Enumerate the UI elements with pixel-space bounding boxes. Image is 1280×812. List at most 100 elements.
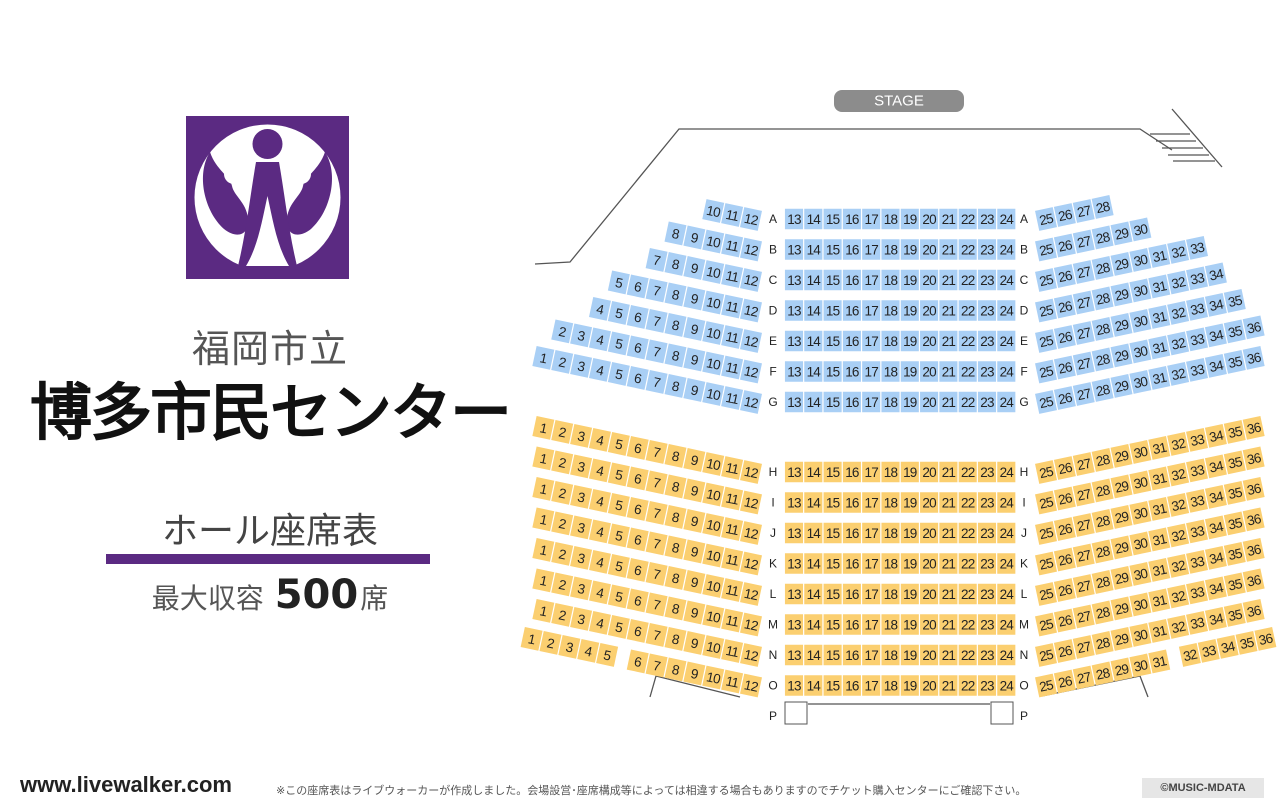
seat[interactable]: 13 (784, 583, 804, 605)
seat[interactable]: 32 (1167, 493, 1190, 517)
seat[interactable]: 29 (1110, 343, 1133, 368)
seat[interactable]: 1 (532, 476, 555, 501)
seat[interactable]: 5 (607, 584, 630, 609)
seat[interactable]: 12 (740, 207, 762, 231)
seat[interactable]: 12 (740, 490, 762, 515)
seat[interactable]: 28 (1091, 195, 1114, 219)
seat[interactable]: 32 (1178, 643, 1201, 667)
seat[interactable]: 25 (1035, 673, 1057, 698)
seat[interactable]: 30 (1129, 309, 1152, 333)
seat[interactable]: 16 (842, 239, 861, 260)
seat[interactable]: 29 (1110, 374, 1133, 398)
seat[interactable]: 28 (1091, 225, 1114, 250)
seat[interactable]: 31 (1148, 274, 1171, 299)
seat[interactable]: 10 (702, 351, 725, 376)
seat[interactable]: 17 (862, 361, 881, 382)
seat[interactable]: 29 (1110, 596, 1133, 621)
seat[interactable]: 16 (842, 361, 861, 382)
seat[interactable]: 28 (1091, 317, 1114, 341)
seat[interactable]: 18 (881, 239, 900, 260)
seat[interactable]: 23 (977, 461, 997, 483)
seat[interactable]: 13 (784, 208, 804, 230)
seat[interactable]: 19 (900, 208, 919, 230)
seat[interactable]: 10 (702, 199, 725, 223)
seat[interactable]: 23 (977, 330, 997, 352)
seat[interactable]: 31 (1148, 558, 1171, 582)
seat[interactable]: 24 (997, 391, 1016, 413)
seat[interactable]: 8 (664, 374, 687, 398)
seat[interactable]: 2 (551, 450, 574, 475)
seat[interactable]: 13 (784, 675, 804, 696)
seat[interactable]: 23 (977, 644, 997, 666)
seat[interactable]: 7 (645, 592, 668, 617)
seat[interactable]: 17 (862, 492, 881, 513)
seat[interactable]: 22 (958, 492, 977, 513)
seat[interactable]: 21 (939, 644, 958, 666)
seat[interactable]: 23 (977, 614, 997, 635)
seat[interactable]: 10 (702, 290, 725, 315)
seat[interactable]: 22 (958, 583, 977, 605)
seat[interactable]: 28 (1091, 378, 1114, 402)
seat[interactable]: 26 (1053, 325, 1076, 349)
seat[interactable]: 16 (842, 522, 861, 544)
seat[interactable]: 25 (1035, 390, 1057, 414)
seat[interactable]: 8 (664, 505, 687, 529)
seat[interactable]: 3 (570, 515, 593, 540)
seat[interactable]: 21 (939, 553, 958, 574)
seat[interactable]: 10 (702, 513, 725, 537)
seat[interactable]: 18 (881, 492, 900, 513)
seat[interactable]: 6 (626, 497, 649, 521)
seat[interactable]: 29 (1110, 535, 1133, 560)
seat[interactable]: 15 (823, 330, 842, 352)
seat[interactable]: 10 (702, 260, 725, 284)
seat[interactable]: 18 (881, 614, 900, 635)
seat[interactable]: 20 (920, 269, 939, 291)
seat[interactable]: 30 (1129, 278, 1152, 303)
seat[interactable]: 19 (900, 330, 919, 352)
seat[interactable]: 22 (958, 300, 977, 321)
seat[interactable]: 15 (823, 239, 842, 260)
seat[interactable]: 12 (740, 582, 762, 606)
seat[interactable]: 4 (588, 427, 611, 452)
seat[interactable]: 25 (1035, 460, 1057, 484)
seat[interactable]: 9 (683, 600, 706, 625)
seat[interactable]: 4 (577, 638, 600, 663)
seat[interactable]: 31 (1148, 366, 1171, 390)
seat[interactable]: 22 (958, 614, 977, 635)
seat[interactable]: 15 (823, 614, 842, 635)
seat[interactable]: 11 (721, 355, 744, 380)
seat[interactable]: 14 (804, 330, 823, 352)
seat[interactable]: 8 (664, 657, 687, 682)
seat[interactable]: 32 (1167, 615, 1190, 639)
seat[interactable]: 7 (645, 248, 668, 272)
seat[interactable]: 34 (1204, 323, 1227, 348)
seat[interactable]: 9 (683, 539, 706, 564)
seat[interactable]: 25 (1035, 237, 1057, 262)
seat[interactable]: 25 (1035, 490, 1057, 515)
seat[interactable]: 12 (740, 359, 762, 384)
seat[interactable]: 14 (804, 208, 823, 230)
seat[interactable]: 8 (664, 313, 687, 337)
seat[interactable]: 23 (977, 361, 997, 382)
seat[interactable]: 21 (939, 239, 958, 260)
seat[interactable]: 12 (740, 460, 762, 484)
seat[interactable]: 22 (958, 330, 977, 352)
seat[interactable]: 22 (958, 644, 977, 666)
seat[interactable]: 11 (721, 669, 744, 694)
seat[interactable]: 20 (920, 675, 939, 696)
seat[interactable]: 1 (532, 598, 555, 623)
seat[interactable]: 17 (862, 391, 881, 413)
seat[interactable]: 13 (784, 361, 804, 382)
seat[interactable]: 20 (920, 492, 939, 513)
seat[interactable]: 20 (920, 239, 939, 260)
seat[interactable]: 17 (862, 208, 881, 230)
seat[interactable]: 5 (607, 462, 630, 487)
seat[interactable]: 25 (1035, 551, 1057, 576)
seat[interactable]: 30 (1129, 501, 1152, 525)
seat[interactable]: 7 (645, 470, 668, 495)
seat[interactable]: 35 (1223, 288, 1246, 313)
seat[interactable]: 19 (900, 492, 919, 513)
seat[interactable]: 19 (900, 675, 919, 696)
seat[interactable]: 30 (1129, 562, 1152, 586)
seat[interactable]: 13 (784, 391, 804, 413)
